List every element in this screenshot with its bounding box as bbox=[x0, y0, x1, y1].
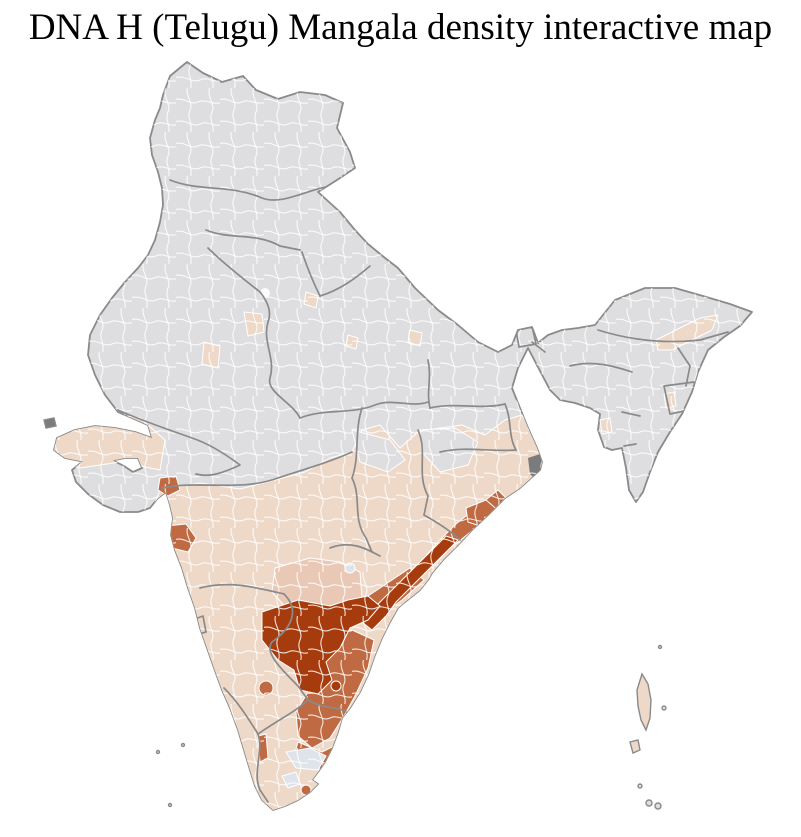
andaman-nicobar-islands[interactable] bbox=[629, 644, 667, 810]
kutch-west-islet bbox=[43, 417, 57, 429]
map-title: DNA H (Telugu) Mangala density interacti… bbox=[28, 7, 773, 48]
state-borders bbox=[117, 179, 729, 803]
lakshadweep-islands[interactable] bbox=[155, 742, 186, 808]
